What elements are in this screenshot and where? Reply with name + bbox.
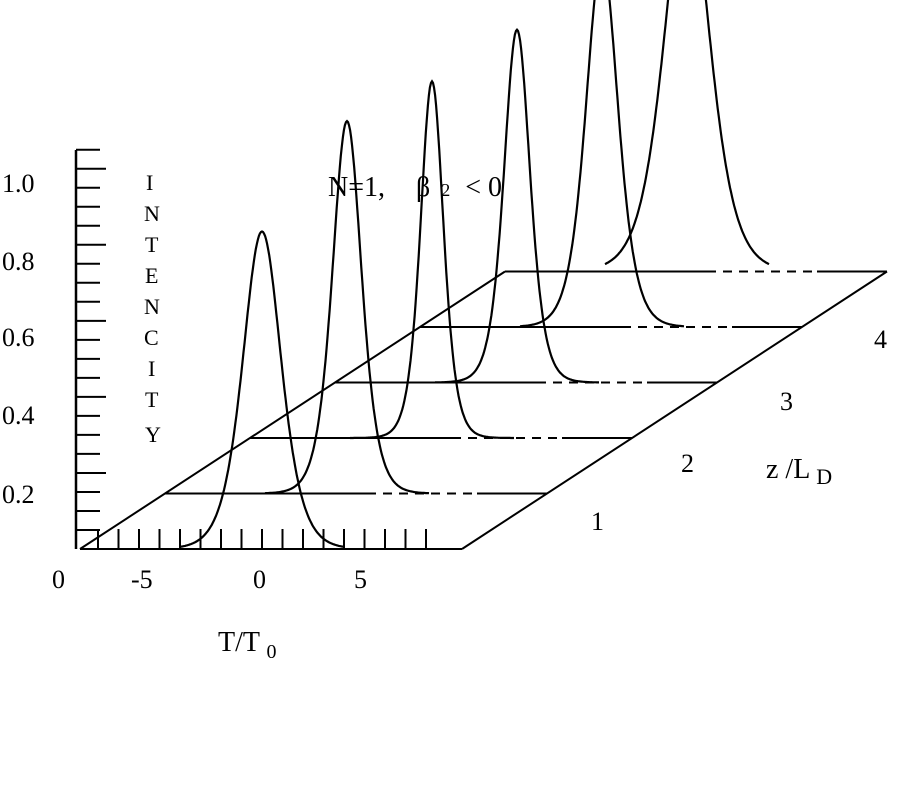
x-tick-label: 0: [52, 565, 65, 594]
y-tick-label: 0.6: [2, 323, 35, 352]
annotation-sub: 2: [441, 180, 450, 200]
x-tick-label: 5: [354, 565, 367, 594]
z-tick-label: 4: [874, 325, 887, 354]
z-tick-label: 1: [591, 507, 604, 536]
annotation-beta: β: [416, 172, 430, 203]
y-title-letter: I: [148, 356, 155, 381]
y-axis: [74, 148, 106, 549]
pulse-curve: [604, 0, 770, 266]
y-title-letter: N: [144, 294, 160, 319]
x-tick-label: 0: [253, 565, 266, 594]
x-tick-label: -5: [131, 565, 153, 594]
y-title-letter: T: [145, 232, 159, 257]
x-axis-ticks: [97, 529, 427, 549]
pulse-curve: [179, 230, 345, 548]
x-axis-title-sub: 0: [266, 641, 276, 663]
x-axis-title: T/T 0: [218, 627, 276, 663]
pulse-curve: [264, 119, 430, 495]
y-title-letter: T: [145, 387, 159, 412]
annotation-relation: < 0: [465, 172, 502, 203]
y-title-letter: I: [146, 170, 153, 195]
x-axis-title-main: T/T: [218, 627, 260, 658]
y-title-letter: C: [144, 325, 159, 350]
y-tick-label: 0.2: [2, 480, 35, 509]
pulse-curve: [519, 0, 685, 328]
z-axis-title-main: z /L: [766, 454, 809, 485]
floor-right-edge: [461, 270, 888, 550]
y-tick-label: 1.0: [2, 169, 35, 198]
y-tick-label: 0.4: [2, 401, 35, 430]
z-axis-title: z /L D: [766, 454, 832, 489]
y-tick-label: 0.8: [2, 247, 35, 276]
pulse-curves: [179, 0, 770, 548]
y-title-letter: N: [144, 201, 160, 226]
y-axis-title: I N T E N C I T Y: [144, 170, 161, 447]
annotation: N=1, β 2 < 0: [328, 172, 502, 203]
floor-plane: [79, 270, 888, 550]
pulse-curve: [350, 79, 514, 440]
z-tick-label: 3: [780, 387, 793, 416]
z-axis-title-sub: D: [816, 464, 832, 489]
y-title-letter: E: [145, 263, 158, 288]
annotation-prefix: N=1,: [328, 172, 385, 203]
floor-left-edge: [79, 270, 506, 550]
y-title-letter: Y: [145, 422, 161, 447]
pulse-curve: [435, 27, 599, 384]
z-tick-label: 2: [681, 449, 694, 478]
